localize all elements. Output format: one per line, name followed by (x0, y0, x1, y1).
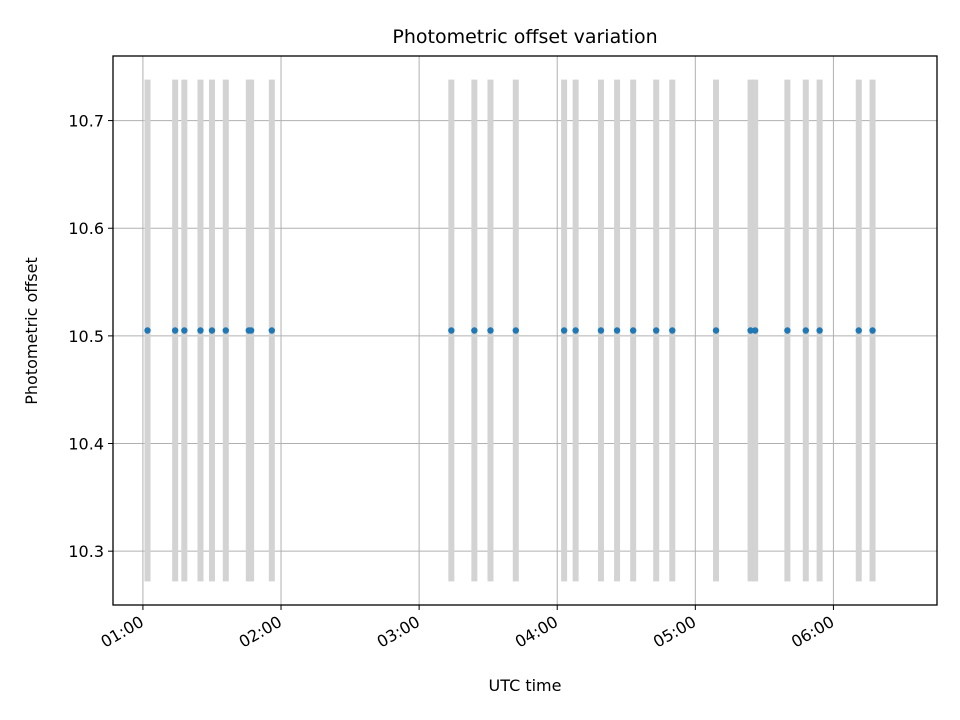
data-point (560, 327, 568, 334)
data-point (855, 327, 862, 334)
data-point (629, 327, 637, 334)
data-point (784, 327, 791, 334)
y-tick-label: 10.4 (68, 435, 104, 454)
data-point (747, 327, 754, 334)
data-point (268, 327, 276, 334)
y-tick-label: 10.6 (68, 219, 104, 238)
data-point (652, 327, 660, 334)
data-point (471, 327, 478, 334)
data-point (572, 327, 579, 334)
data-point (448, 327, 455, 334)
y-axis-ticks: 10.3 10.4 10.5 10.6 10.7 (68, 112, 113, 561)
data-point (222, 327, 229, 334)
data-point (487, 327, 494, 334)
data-point (597, 327, 605, 334)
data-point (512, 327, 519, 334)
y-axis-label: Photometric offset (22, 257, 41, 405)
data-point (669, 327, 676, 334)
chart-title: Photometric offset variation (392, 26, 657, 48)
data-point (247, 327, 255, 334)
data-point (712, 327, 720, 334)
y-tick-label: 10.5 (68, 327, 104, 346)
data-point (751, 327, 759, 334)
data-point (208, 327, 216, 334)
y-tick-label: 10.3 (68, 542, 104, 561)
plot-frame (112, 55, 938, 606)
data-point (816, 327, 823, 334)
data-point (869, 327, 876, 334)
data-points (144, 327, 876, 334)
data-point (181, 327, 188, 334)
data-point (197, 327, 204, 334)
x-axis-label: UTC time (489, 676, 562, 695)
data-point (802, 327, 810, 334)
y-tick-label: 10.7 (68, 112, 104, 131)
data-point (171, 327, 179, 334)
data-point (613, 327, 621, 334)
data-point (144, 327, 151, 334)
